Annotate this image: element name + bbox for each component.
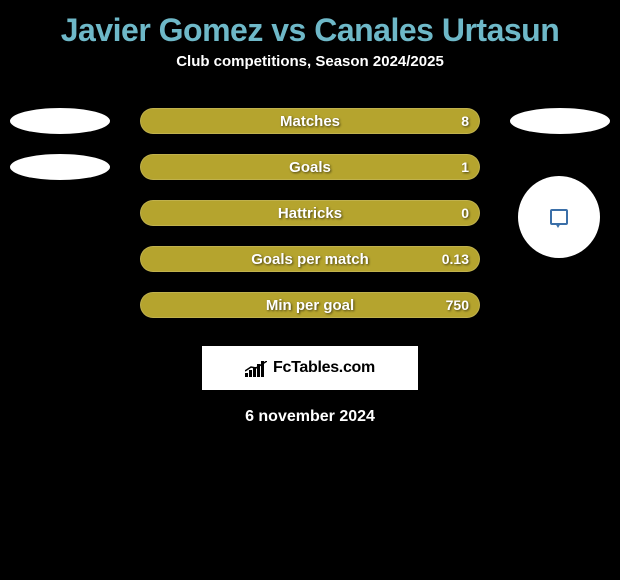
- brand-chart-icon: [245, 359, 267, 377]
- date-line: 6 november 2024: [0, 390, 620, 426]
- stat-bar: Min per goal 750: [140, 292, 480, 318]
- stat-bar: Matches 8: [140, 108, 480, 134]
- page-title: Javier Gomez vs Canales Urtasun: [0, 0, 620, 53]
- stat-label: Min per goal: [266, 297, 354, 314]
- stat-bar: Goals per match 0.13: [140, 246, 480, 272]
- stat-label: Matches: [280, 113, 340, 130]
- brand-box[interactable]: FcTables.com: [202, 346, 418, 390]
- stat-bar: Hattricks 0: [140, 200, 480, 226]
- stat-row: Min per goal 750: [0, 282, 620, 328]
- stat-value-right: 0.13: [442, 251, 469, 267]
- player-left-marker: [10, 108, 110, 134]
- stat-row: Matches 8: [0, 98, 620, 144]
- stat-value-right: 1: [461, 159, 469, 175]
- chat-icon: [550, 209, 568, 225]
- player-left-marker: [10, 154, 110, 180]
- stat-value-right: 750: [446, 297, 469, 313]
- stat-value-right: 0: [461, 205, 469, 221]
- player-right-marker: [510, 108, 610, 134]
- stat-label: Goals: [289, 159, 331, 176]
- brand-text: FcTables.com: [273, 359, 375, 377]
- stat-label: Goals per match: [251, 251, 369, 268]
- subtitle: Club competitions, Season 2024/2025: [0, 53, 620, 98]
- stat-value-right: 8: [461, 113, 469, 129]
- chat-button[interactable]: [518, 176, 600, 258]
- stat-label: Hattricks: [278, 205, 342, 222]
- stat-bar: Goals 1: [140, 154, 480, 180]
- stat-row: Goals 1: [0, 144, 620, 190]
